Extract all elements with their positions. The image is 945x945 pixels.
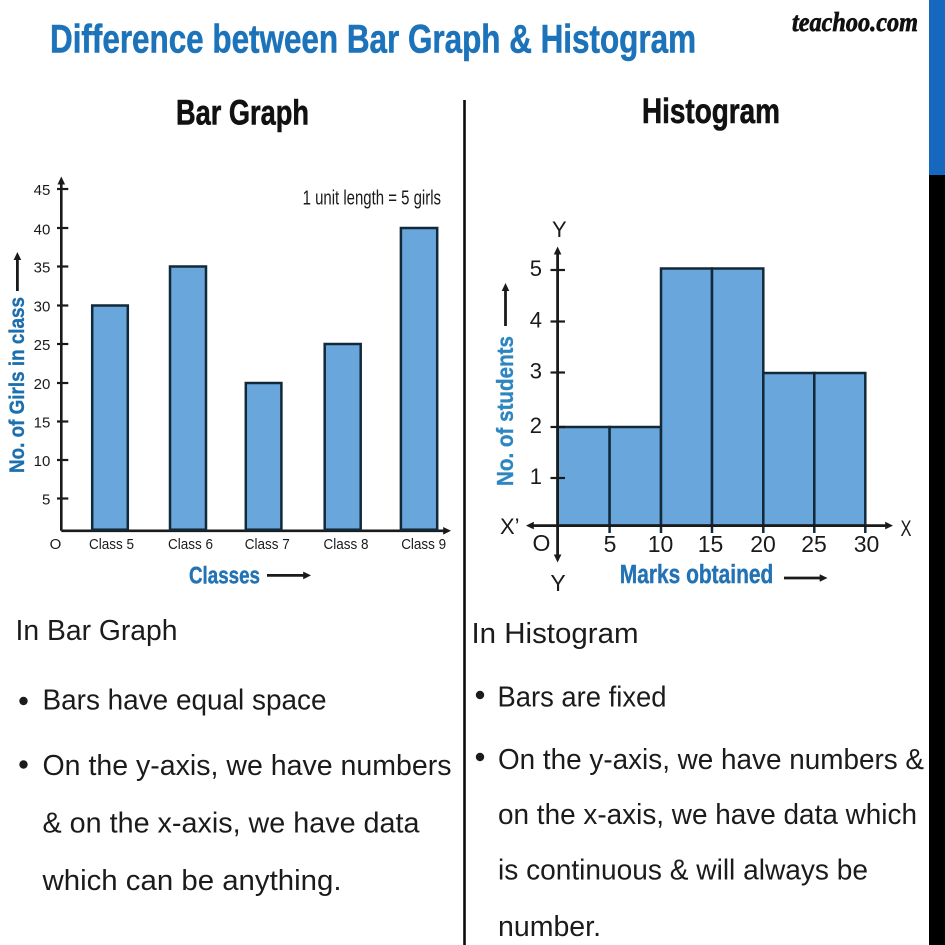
svg-text:3: 3 (530, 359, 542, 384)
svg-text:35: 35 (34, 260, 51, 277)
svg-text:No. of students: No. of students (492, 336, 518, 486)
svg-text:In Bar Graph: In Bar Graph (16, 615, 178, 647)
svg-text:5: 5 (42, 492, 50, 509)
svg-text:5: 5 (530, 256, 542, 281)
svg-text:20: 20 (750, 531, 776, 557)
svg-text:2: 2 (530, 413, 542, 438)
svg-text:15: 15 (698, 531, 724, 557)
svg-text:On the y-axis, we have numbers: On the y-axis, we have numbers & (498, 744, 924, 776)
svg-text:number.: number. (498, 911, 601, 943)
svg-text:which can be anything.: which can be anything. (41, 865, 341, 897)
svg-text:15: 15 (34, 415, 51, 432)
svg-text:No. of Girls in class: No. of Girls in class (6, 297, 29, 473)
svg-text:25: 25 (801, 531, 827, 557)
svg-text:30: 30 (34, 299, 51, 316)
svg-text:25: 25 (34, 337, 51, 354)
svg-text:Bar Graph: Bar Graph (176, 94, 309, 133)
svg-text:teachoo.com: teachoo.com (792, 7, 918, 37)
svg-text:Marks obtained: Marks obtained (620, 561, 774, 589)
svg-text:Y: Y (552, 217, 567, 242)
svg-text:Class 7: Class 7 (245, 536, 290, 553)
svg-text:20: 20 (34, 376, 51, 393)
svg-text:O: O (533, 530, 551, 556)
svg-text:Classes: Classes (189, 563, 260, 590)
svg-text:On the y-axis, we have numbers: On the y-axis, we have numbers (43, 750, 452, 782)
svg-text:on the x-axis, we have data wh: on the x-axis, we have data which (498, 799, 917, 831)
svg-text:40: 40 (34, 222, 51, 239)
svg-text:Y: Y (550, 570, 565, 596)
svg-text:10: 10 (34, 453, 51, 470)
svg-text:is continuous & will always be: is continuous & will always be (498, 855, 868, 887)
svg-text:Histogram: Histogram (642, 92, 780, 131)
svg-text:Class 8: Class 8 (324, 536, 369, 553)
svg-text:5: 5 (604, 531, 617, 557)
svg-text:1: 1 (530, 464, 542, 489)
svg-text:Class 5: Class 5 (89, 536, 134, 553)
svg-text:Bars have equal space: Bars have equal space (43, 684, 327, 716)
svg-text:Class 9: Class 9 (401, 536, 446, 553)
svg-text:& on the x-axis, we have data: & on the x-axis, we have data (43, 807, 421, 839)
svg-text:Bars are fixed: Bars are fixed (498, 682, 667, 714)
svg-text:4: 4 (530, 308, 542, 333)
svg-text:30: 30 (854, 531, 880, 557)
svg-text:10: 10 (648, 531, 674, 557)
svg-text:X’: X’ (500, 514, 520, 539)
svg-text:In Histogram: In Histogram (472, 618, 639, 650)
svg-text:Difference between Bar Graph &: Difference between Bar Graph & Histogram (50, 18, 696, 62)
svg-text:45: 45 (34, 182, 51, 199)
svg-text:O: O (50, 536, 62, 553)
svg-text:X: X (901, 516, 912, 541)
svg-text:Class 6: Class 6 (168, 536, 213, 553)
svg-text:1 unit length = 5 girls: 1 unit length = 5 girls (303, 187, 441, 209)
